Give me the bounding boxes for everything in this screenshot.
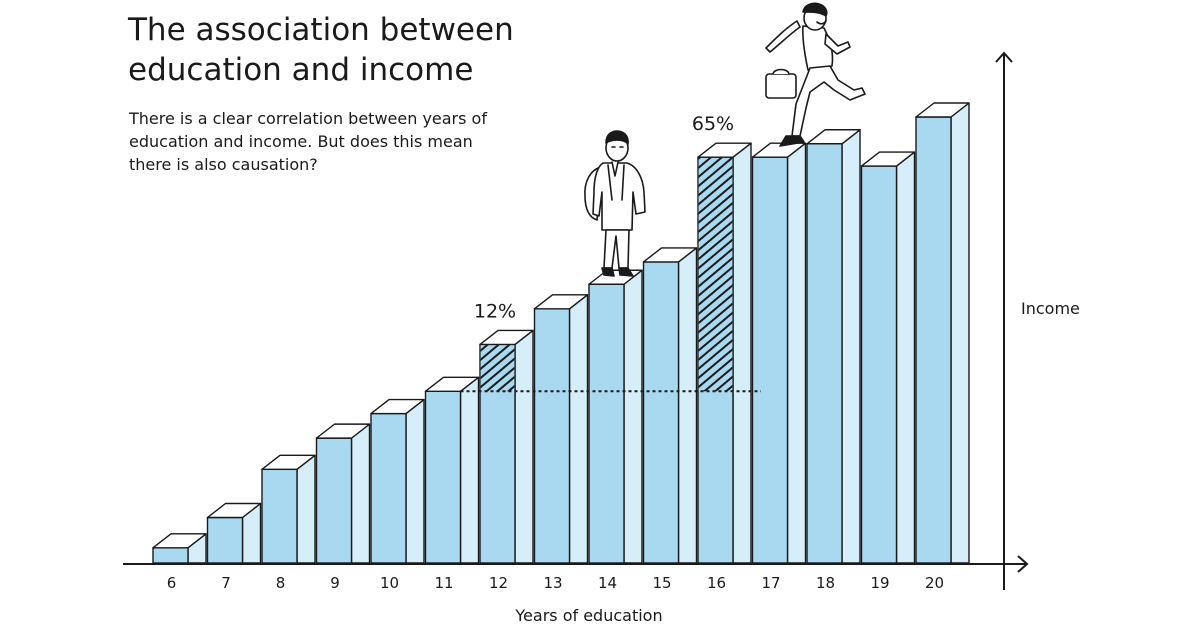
bar-top: [479, 329, 534, 346]
x-tick-16: 16: [707, 574, 726, 592]
x-tick-20: 20: [925, 574, 944, 592]
axes-layer: Income Years of education: [123, 51, 1080, 625]
bar-front: [152, 547, 189, 564]
bar-top: [860, 151, 916, 167]
y-axis-label: Income: [1021, 299, 1080, 318]
bar-top: [915, 102, 970, 118]
x-tick-18: 18: [816, 574, 835, 592]
bar-7: [206, 502, 262, 564]
x-tick-15: 15: [652, 574, 671, 592]
bar-side: [405, 398, 425, 564]
x-axis-arrow: [1017, 555, 1029, 573]
walking-graduate-illustration: [765, 2, 866, 147]
bar-front: [751, 156, 789, 564]
x-tick-labels: 6 7 8 9 10 11 12 13 14 15 16 17 18 19 20: [167, 574, 944, 592]
bar-top: [642, 247, 698, 263]
x-tick-12: 12: [489, 574, 508, 592]
bar-14: [588, 269, 643, 564]
bar-front: [533, 308, 571, 564]
bar-front: [261, 468, 298, 564]
bar-side: [350, 423, 371, 564]
bar-20: [915, 102, 970, 564]
bar-front: [806, 143, 843, 564]
bar-10: [370, 398, 425, 564]
bar-top: [424, 376, 480, 392]
bar-front: [315, 437, 353, 564]
bar-side: [296, 454, 316, 564]
bar-front: [424, 390, 462, 564]
annotation-12: 12%: [474, 300, 516, 322]
x-tick-14: 14: [598, 574, 617, 592]
bar-top: [315, 423, 371, 439]
bar-top: [806, 129, 861, 145]
bar-top: [206, 502, 262, 519]
bar-17: [751, 142, 807, 564]
bar-8: [261, 454, 316, 564]
bar-side: [895, 151, 916, 564]
bar-15: [642, 247, 698, 564]
bar-front: [206, 516, 244, 564]
x-tick-19: 19: [870, 574, 889, 592]
bars-layer: [152, 102, 970, 564]
x-tick-9: 9: [330, 574, 340, 592]
bar-16: [697, 142, 752, 564]
bar-side: [732, 142, 752, 564]
bar-top: [751, 142, 807, 158]
x-tick-8: 8: [276, 574, 286, 592]
chart-title: The association between education and in…: [128, 12, 514, 88]
x-tick-11: 11: [434, 574, 453, 592]
x-axis-label: Years of education: [514, 606, 662, 625]
bar-side: [623, 269, 643, 564]
bar-side: [514, 329, 534, 564]
bar-side: [459, 376, 480, 564]
bar-side: [841, 129, 861, 564]
annotation-16: 65%: [692, 113, 734, 135]
bar-13: [533, 294, 589, 564]
bar-top: [697, 142, 752, 158]
bar-9: [315, 423, 371, 564]
bar-side: [568, 294, 589, 564]
annotations-layer: 12% 65%: [474, 113, 734, 322]
bar-front: [370, 412, 407, 564]
bar-front: [642, 261, 680, 564]
bar-increment-hatch: [698, 157, 733, 392]
bar-front: [588, 283, 625, 564]
bar-side: [677, 247, 698, 564]
bar-increment-hatch: [480, 345, 515, 392]
bar-front: [860, 165, 898, 564]
bar-top: [370, 398, 425, 415]
bar-6: [152, 533, 207, 564]
standing-student-illustration: [584, 130, 646, 277]
bar-side: [950, 102, 970, 564]
x-tick-13: 13: [543, 574, 562, 592]
x-tick-10: 10: [380, 574, 399, 592]
bar-side: [786, 142, 807, 564]
bar-front: [915, 116, 952, 564]
bar-top: [152, 533, 207, 549]
bar-19: [860, 151, 916, 564]
x-tick-7: 7: [221, 574, 231, 592]
bar-11: [424, 376, 480, 564]
bar-top: [261, 454, 316, 471]
bar-12: [479, 329, 534, 564]
bar-top: [533, 294, 589, 310]
x-tick-6: 6: [167, 574, 177, 592]
bar-18: [806, 129, 861, 564]
y-axis-arrow: [995, 51, 1013, 63]
x-tick-17: 17: [761, 574, 780, 592]
chart-subtitle: There is a clear correlation between yea…: [129, 109, 487, 174]
